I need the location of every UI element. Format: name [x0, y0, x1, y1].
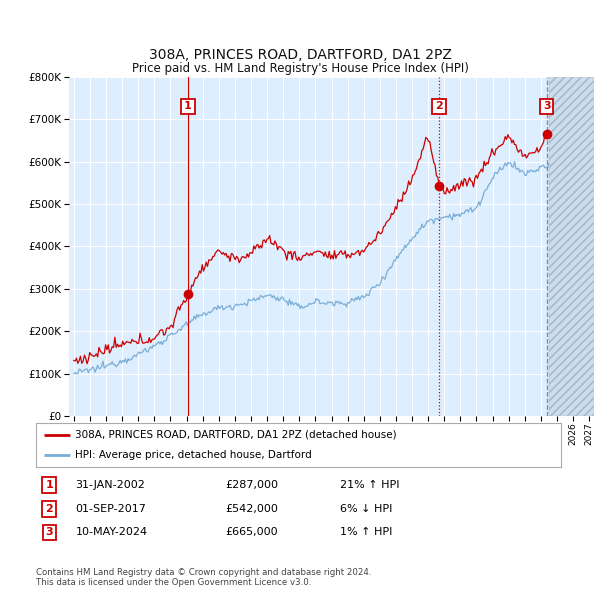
Text: Contains HM Land Registry data © Crown copyright and database right 2024.
This d: Contains HM Land Registry data © Crown c… — [36, 568, 371, 587]
Text: 308A, PRINCES ROAD, DARTFORD, DA1 2PZ (detached house): 308A, PRINCES ROAD, DARTFORD, DA1 2PZ (d… — [76, 430, 397, 440]
Bar — [549, 77, 594, 416]
Text: £542,000: £542,000 — [225, 504, 278, 514]
Text: 10-MAY-2024: 10-MAY-2024 — [76, 527, 148, 537]
Text: 2: 2 — [45, 504, 53, 514]
Text: 6% ↓ HPI: 6% ↓ HPI — [341, 504, 393, 514]
Text: 308A, PRINCES ROAD, DARTFORD, DA1 2PZ: 308A, PRINCES ROAD, DARTFORD, DA1 2PZ — [149, 48, 451, 62]
Bar — [549, 77, 594, 416]
Text: 31-JAN-2002: 31-JAN-2002 — [76, 480, 145, 490]
Text: 3: 3 — [543, 101, 550, 112]
Text: £665,000: £665,000 — [225, 527, 278, 537]
Text: HPI: Average price, detached house, Dartford: HPI: Average price, detached house, Dart… — [76, 450, 312, 460]
Text: 1: 1 — [184, 101, 192, 112]
Text: £287,000: £287,000 — [225, 480, 278, 490]
Text: 21% ↑ HPI: 21% ↑ HPI — [341, 480, 400, 490]
Text: 1% ↑ HPI: 1% ↑ HPI — [341, 527, 393, 537]
Text: 2: 2 — [435, 101, 443, 112]
Text: 1: 1 — [45, 480, 53, 490]
Text: 3: 3 — [46, 527, 53, 537]
Text: 01-SEP-2017: 01-SEP-2017 — [76, 504, 146, 514]
Text: Price paid vs. HM Land Registry's House Price Index (HPI): Price paid vs. HM Land Registry's House … — [131, 62, 469, 75]
